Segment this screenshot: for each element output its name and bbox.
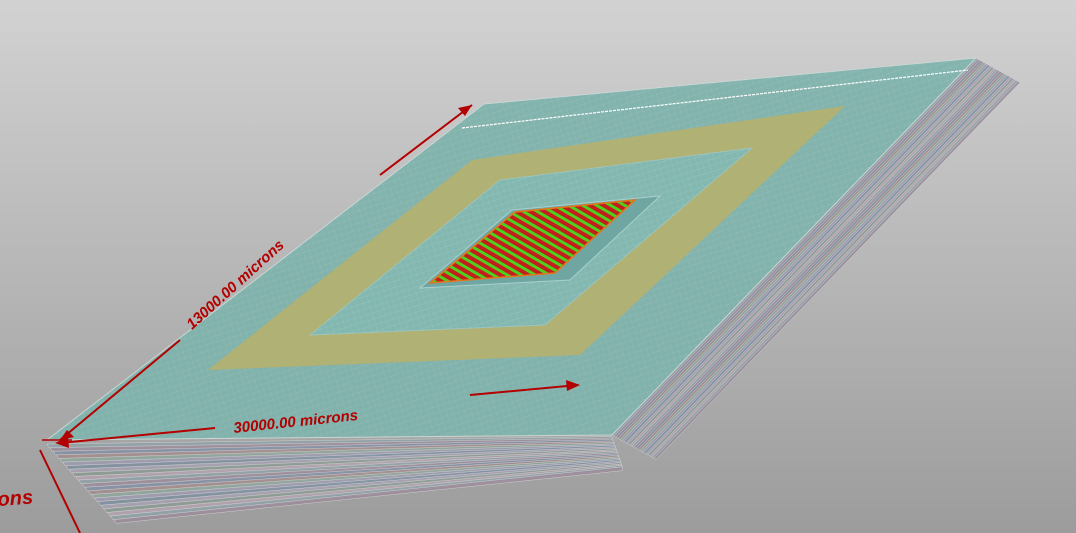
layer-stack-front-face bbox=[46, 436, 623, 524]
length-dimension bbox=[59, 104, 473, 441]
layer-stack-right-face bbox=[611, 57, 1021, 460]
height-dimension-label: ons bbox=[0, 487, 34, 511]
layer-band-front bbox=[113, 466, 623, 524]
top-edge-highlight bbox=[461, 69, 969, 129]
outer-guard-ring[interactable] bbox=[208, 106, 845, 370]
height-dimension bbox=[39, 439, 81, 533]
core-region[interactable] bbox=[427, 199, 638, 284]
layer-band-right bbox=[653, 80, 1021, 460]
